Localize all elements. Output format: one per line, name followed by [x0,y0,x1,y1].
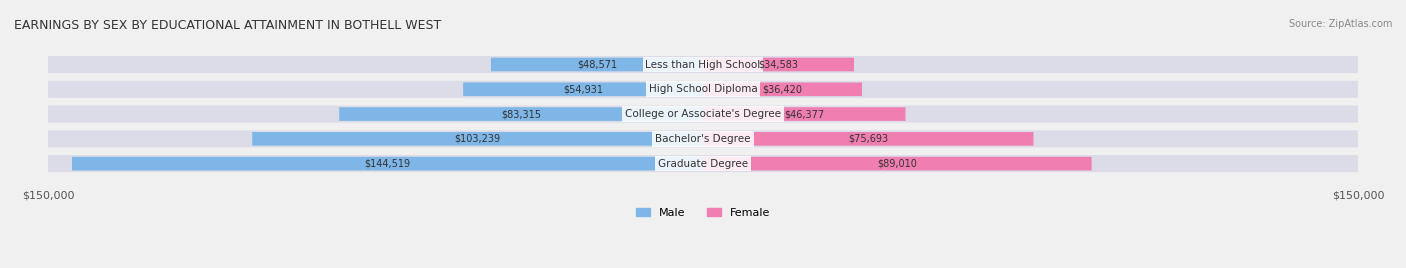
Text: Less than High School: Less than High School [645,59,761,69]
FancyBboxPatch shape [703,157,1091,170]
FancyBboxPatch shape [463,83,703,96]
Text: $36,420: $36,420 [762,84,803,94]
FancyBboxPatch shape [703,83,862,96]
FancyBboxPatch shape [339,107,703,121]
FancyBboxPatch shape [48,106,1358,123]
Text: $54,931: $54,931 [562,84,603,94]
Text: $89,010: $89,010 [877,159,917,169]
FancyBboxPatch shape [48,56,1358,73]
Text: EARNINGS BY SEX BY EDUCATIONAL ATTAINMENT IN BOTHELL WEST: EARNINGS BY SEX BY EDUCATIONAL ATTAINMEN… [14,19,441,32]
Text: $75,693: $75,693 [848,134,889,144]
Text: High School Diploma: High School Diploma [648,84,758,94]
FancyBboxPatch shape [703,132,1033,146]
Text: College or Associate's Degree: College or Associate's Degree [626,109,780,119]
Text: $144,519: $144,519 [364,159,411,169]
Text: $103,239: $103,239 [454,134,501,144]
FancyBboxPatch shape [48,130,1358,147]
Text: $34,583: $34,583 [758,59,799,69]
FancyBboxPatch shape [72,157,703,170]
Legend: Male, Female: Male, Female [631,203,775,222]
FancyBboxPatch shape [703,107,905,121]
Text: $48,571: $48,571 [576,59,617,69]
Text: $83,315: $83,315 [501,109,541,119]
FancyBboxPatch shape [491,58,703,71]
FancyBboxPatch shape [703,58,853,71]
FancyBboxPatch shape [48,81,1358,98]
Text: $46,377: $46,377 [785,109,824,119]
Text: Source: ZipAtlas.com: Source: ZipAtlas.com [1288,19,1392,29]
FancyBboxPatch shape [48,155,1358,172]
Text: Bachelor's Degree: Bachelor's Degree [655,134,751,144]
FancyBboxPatch shape [252,132,703,146]
Text: Graduate Degree: Graduate Degree [658,159,748,169]
